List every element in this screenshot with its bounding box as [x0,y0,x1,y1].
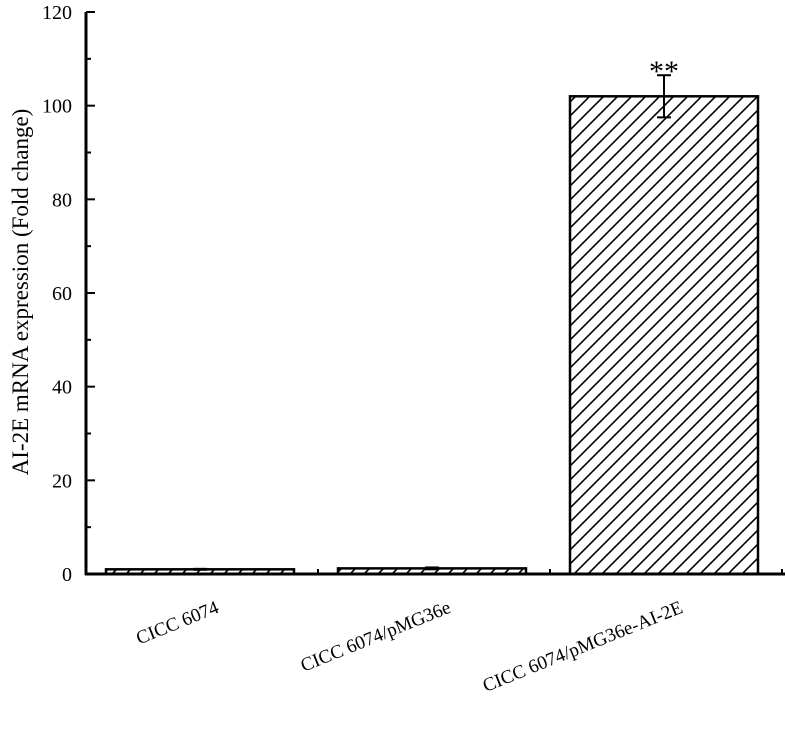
plot-area: 0 20 40 60 80 100 120 CICC 6074 CICC 6074/pMG36e… [42,2,785,697]
bar [568,95,760,576]
y-axis-title: AI-2E mRNA expression (Fold change) [8,109,33,476]
significance-marker: ** [649,55,679,88]
y-tick-label: 80 [52,189,72,211]
y-tick-label: 40 [52,377,72,399]
x-category-label: CICC 6074 [133,597,222,649]
y-tick-label: 0 [62,564,72,586]
y-tick-label: 60 [52,283,72,305]
x-category-label: CICC 6074/pMG36e [298,597,454,676]
y-tick-label: 100 [42,96,72,118]
y-tick-label: 120 [42,2,72,24]
x-category-label: CICC 6074/pMG36e-AI-2E [480,597,686,697]
y-tick-label: 20 [52,470,72,492]
